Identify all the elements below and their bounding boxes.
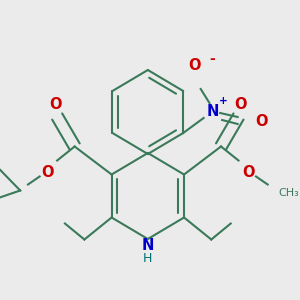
Text: -: - [209,52,215,66]
Text: H: H [143,253,152,266]
Text: CH₃: CH₃ [279,188,299,197]
Text: O: O [189,58,201,74]
Text: O: O [234,97,247,112]
Text: O: O [242,165,254,180]
Text: O: O [49,97,61,112]
Text: O: O [255,113,267,128]
Text: N: N [206,103,219,118]
Text: +: + [219,96,227,106]
Text: O: O [41,165,54,180]
Text: N: N [142,238,154,253]
